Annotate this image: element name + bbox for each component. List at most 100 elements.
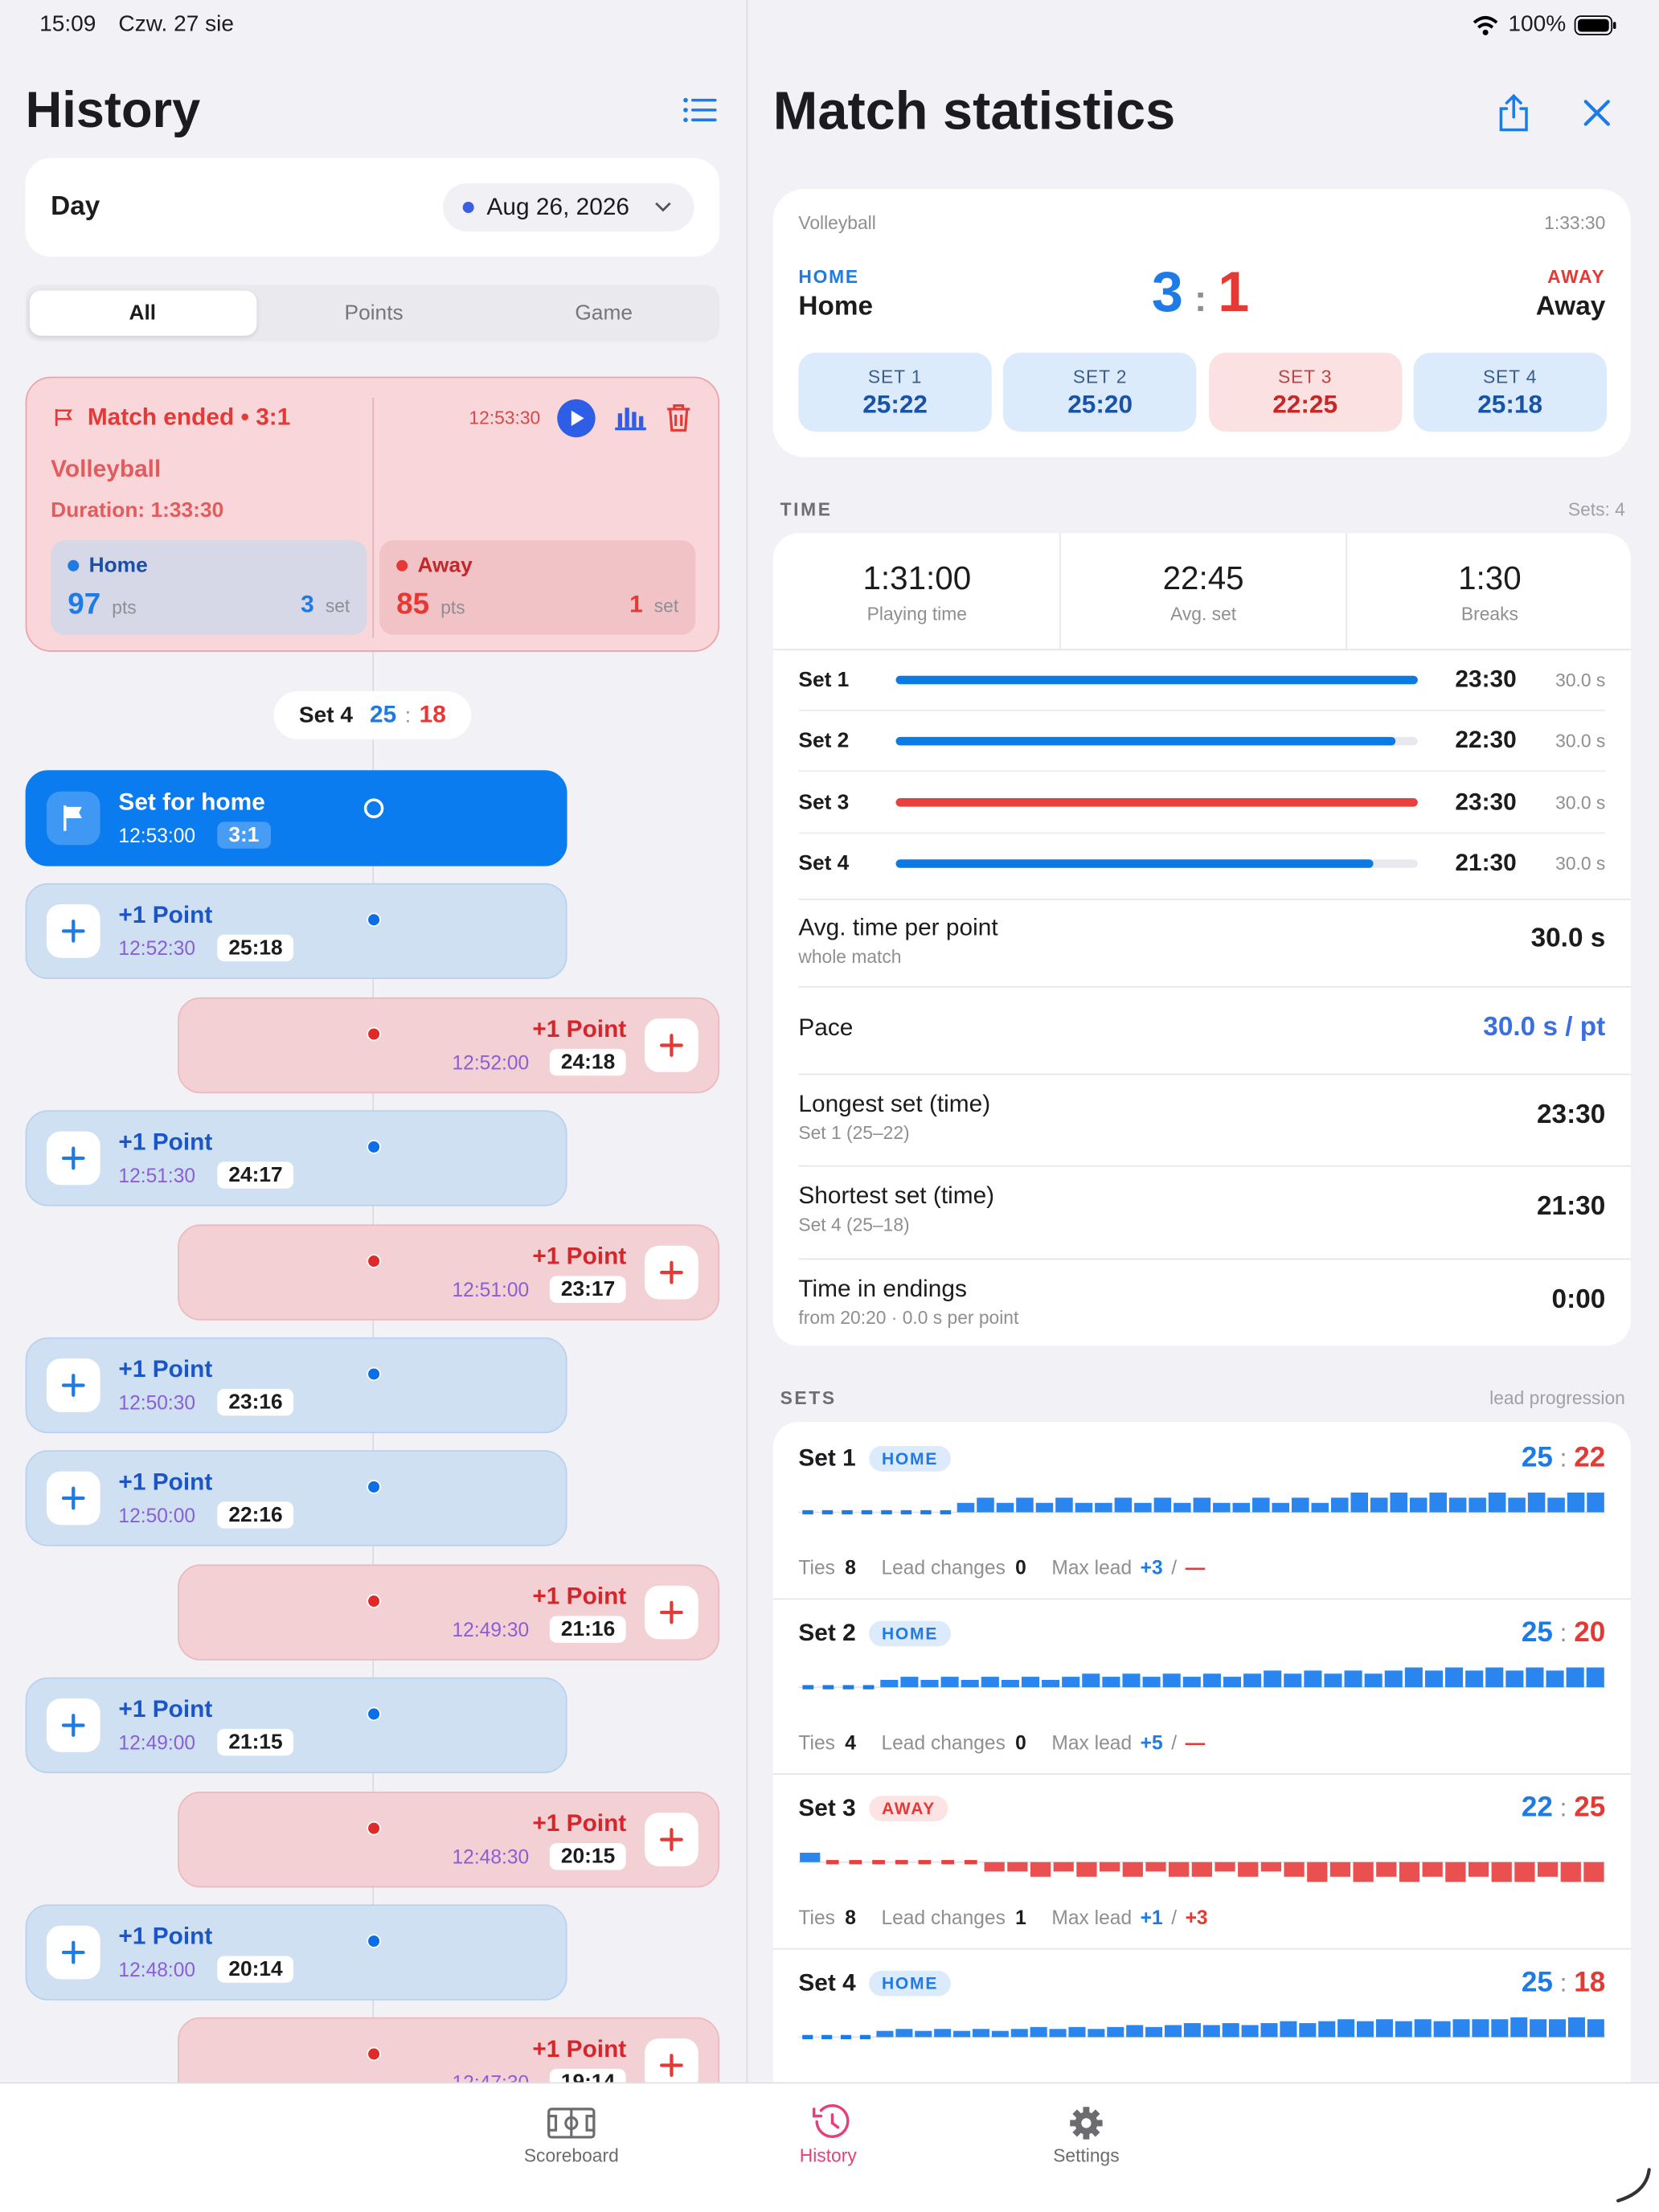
segment-label[interactable]: Game <box>575 301 633 326</box>
point-event-card[interactable] <box>25 1110 567 1206</box>
set-row-label: Set 2 <box>798 729 850 754</box>
point-event-card[interactable] <box>178 997 720 1093</box>
stats-button[interactable] <box>615 405 646 431</box>
point-event-card[interactable] <box>25 1450 567 1547</box>
max-lead-away: — <box>1186 2081 1206 2083</box>
set-row-break: 30.0 s <box>1555 853 1606 875</box>
stat-number: 8 <box>845 1555 856 1579</box>
lead-bar <box>984 1862 1005 1872</box>
plus-button[interactable] <box>645 1018 698 1072</box>
stat-value: 23:30 <box>1536 1100 1606 1130</box>
stat-label: Pace <box>798 1014 854 1042</box>
set-score-separator: : <box>1559 1968 1567 1997</box>
lead-bar <box>1587 2019 1604 2038</box>
set-chip-label: SET 1 <box>867 366 923 387</box>
plus-button[interactable] <box>645 1245 698 1299</box>
plus-button-part <box>61 1146 85 1170</box>
lead-bar <box>1042 1679 1060 1688</box>
point-event-card[interactable] <box>25 883 567 980</box>
lead-bar <box>1183 2023 1201 2038</box>
lead-bar <box>1299 2023 1317 2038</box>
plus-button[interactable] <box>645 2038 698 2083</box>
play-button[interactable] <box>556 398 595 437</box>
history-title: History <box>25 80 201 138</box>
event-time: 12:51:00 <box>452 1277 530 1301</box>
point-event-card[interactable] <box>25 1337 567 1434</box>
point-event-card[interactable] <box>178 1223 720 1321</box>
home-summary <box>51 540 367 635</box>
tab-icon[interactable] <box>809 2103 850 2142</box>
tab-label[interactable]: Settings <box>1053 2144 1120 2166</box>
plus-button[interactable] <box>46 904 100 959</box>
point-event-card[interactable] <box>178 1791 720 1887</box>
set-event-card[interactable] <box>25 770 567 866</box>
plus-button[interactable] <box>46 1698 100 1753</box>
delete-button[interactable] <box>666 403 691 432</box>
lead-bar <box>1448 1497 1467 1513</box>
max-lead-separator: / <box>1171 2081 1177 2083</box>
event-score: 25:18 <box>217 935 294 962</box>
set-chip-label: SET 2 <box>1072 366 1128 387</box>
summary-value: 1:30 <box>1458 559 1522 596</box>
lead-bar <box>1399 1862 1420 1882</box>
point-event-card[interactable] <box>25 1677 567 1774</box>
lead-bar <box>1001 1679 1019 1688</box>
plus-button[interactable] <box>645 1812 698 1866</box>
plus-button-part <box>660 1260 683 1284</box>
delete-button-part <box>674 414 683 427</box>
lead-bar <box>1587 1492 1604 1513</box>
plus-button[interactable] <box>46 1472 100 1526</box>
segment-label[interactable]: Points <box>344 301 403 326</box>
plus-button[interactable] <box>645 1585 698 1640</box>
timeline-dot <box>367 1026 381 1041</box>
lead-bar <box>1514 1862 1535 1882</box>
date-picker[interactable] <box>443 183 694 231</box>
list-button[interactable] <box>682 97 717 123</box>
set-title: Set 2 <box>798 1619 856 1647</box>
set-score: 25:18 <box>1522 1967 1605 1999</box>
stat-name: Lead changes <box>881 1555 1006 1579</box>
set-chip <box>1003 352 1197 432</box>
share-button[interactable] <box>1498 93 1530 133</box>
lead-bar <box>1404 1667 1423 1688</box>
lead-bar <box>991 2030 1009 2038</box>
plus-button[interactable] <box>46 1131 100 1186</box>
segment-label[interactable]: All <box>129 301 157 326</box>
plus-button[interactable] <box>46 1925 100 1980</box>
lead-bar <box>1370 1497 1388 1513</box>
set-score-separator: : <box>1559 1793 1567 1822</box>
lead-tie <box>941 1860 954 1865</box>
home-tag: HOME <box>798 265 859 288</box>
summary-label: Avg. set <box>1170 603 1237 625</box>
tab-label[interactable]: History <box>799 2144 857 2166</box>
lead-tie <box>842 1685 854 1690</box>
tab-label[interactable]: Scoreboard <box>523 2144 619 2166</box>
stats-title: Match statistics <box>772 82 1176 142</box>
lead-bar <box>1318 2021 1336 2038</box>
sets-unit: set <box>653 595 679 616</box>
event-score: 24:17 <box>217 1161 294 1190</box>
point-event-card[interactable] <box>178 2017 720 2083</box>
event-title: +1 Point <box>118 902 213 929</box>
home-name: Home <box>798 292 874 322</box>
stat-name: Lead changes <box>881 2081 1005 2083</box>
lead-bar <box>1232 1502 1251 1513</box>
close-button[interactable] <box>1583 99 1611 127</box>
lead-bar <box>1142 1677 1161 1688</box>
plus-button[interactable] <box>46 1358 100 1412</box>
section-heading: SETS <box>780 1387 837 1409</box>
tab-icon[interactable] <box>547 2108 596 2139</box>
resize-handle-part <box>1616 2168 1651 2203</box>
point-event-card[interactable] <box>25 1904 567 2001</box>
lead-bar <box>972 2029 989 2038</box>
column-divider <box>1346 533 1348 649</box>
point-event-card[interactable] <box>178 1564 720 1661</box>
chevron <box>655 202 671 212</box>
tab-icon[interactable] <box>1068 2105 1105 2142</box>
stat-label: Avg. time per point <box>798 914 998 941</box>
event-title: Set for home <box>118 789 265 816</box>
resize-handle <box>1616 2168 1651 2203</box>
plus-button-part <box>61 1374 85 1397</box>
timeline-dot <box>367 1366 381 1382</box>
lead-bar <box>1075 1502 1093 1513</box>
